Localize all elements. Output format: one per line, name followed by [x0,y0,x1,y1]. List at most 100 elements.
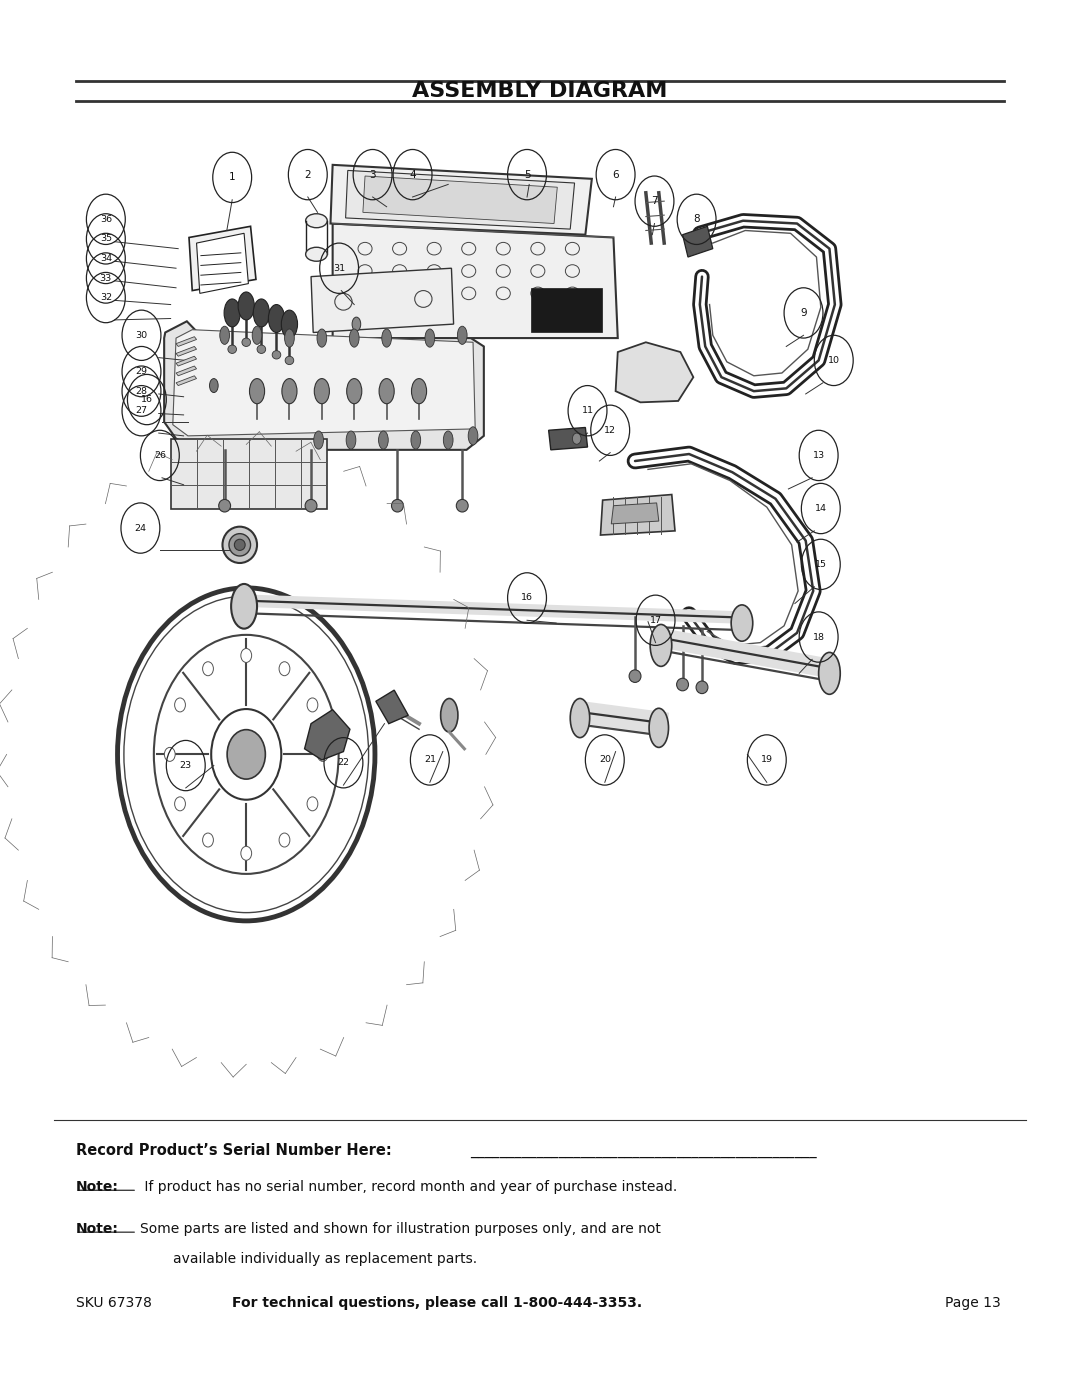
Ellipse shape [228,345,237,353]
Text: 32: 32 [99,293,112,302]
Ellipse shape [234,539,245,550]
Polygon shape [176,376,197,386]
Text: 15: 15 [814,560,827,569]
Ellipse shape [222,527,257,563]
Polygon shape [176,346,197,356]
Polygon shape [197,233,248,293]
Ellipse shape [203,662,214,676]
Ellipse shape [307,698,318,712]
Text: 31: 31 [333,264,346,272]
Ellipse shape [314,379,329,404]
Polygon shape [683,226,713,257]
Ellipse shape [307,796,318,810]
Ellipse shape [242,338,251,346]
Ellipse shape [281,310,298,338]
Ellipse shape [469,427,478,446]
Ellipse shape [229,534,251,556]
Ellipse shape [318,747,328,761]
Ellipse shape [649,708,669,747]
Text: 12: 12 [604,426,617,434]
Ellipse shape [220,327,229,345]
Ellipse shape [118,588,375,921]
Text: For technical questions, please call 1-800-444-3353.: For technical questions, please call 1-8… [232,1296,643,1310]
Ellipse shape [210,379,218,393]
Text: 4: 4 [409,169,416,180]
Ellipse shape [227,729,266,780]
Polygon shape [600,495,675,535]
Bar [171,439,327,509]
Ellipse shape [268,305,285,332]
Ellipse shape [285,356,294,365]
Ellipse shape [272,351,281,359]
Ellipse shape [175,796,186,810]
Text: 34: 34 [99,254,112,263]
Ellipse shape [696,680,708,694]
Ellipse shape [570,698,590,738]
Text: 14: 14 [814,504,827,513]
Ellipse shape [338,214,360,228]
Ellipse shape [346,430,356,450]
Ellipse shape [282,379,297,404]
Text: 6: 6 [612,169,619,180]
Text: 19: 19 [760,756,773,764]
Ellipse shape [338,247,360,261]
Polygon shape [363,176,557,224]
Text: 11: 11 [581,407,594,415]
Polygon shape [330,165,592,235]
Polygon shape [176,337,197,346]
Text: Record Product’s Serial Number Here:: Record Product’s Serial Number Here: [76,1143,391,1158]
Ellipse shape [313,430,324,450]
Ellipse shape [175,698,186,712]
Text: 28: 28 [135,387,148,395]
Text: 7: 7 [651,196,658,207]
Ellipse shape [212,710,281,799]
Ellipse shape [441,698,458,732]
Text: 24: 24 [134,524,147,532]
Text: 33: 33 [99,274,112,282]
Polygon shape [616,342,693,402]
Text: 27: 27 [135,407,148,415]
Ellipse shape [241,648,252,662]
Ellipse shape [629,671,642,683]
Polygon shape [611,503,659,524]
Text: 17: 17 [649,616,662,624]
Polygon shape [173,330,475,436]
Ellipse shape [252,327,261,345]
Text: Note:: Note: [76,1180,119,1194]
Text: 29: 29 [135,367,148,376]
Ellipse shape [203,833,214,847]
Ellipse shape [410,430,421,450]
Text: 5: 5 [524,169,530,180]
Text: 16: 16 [521,594,534,602]
Ellipse shape [819,652,840,694]
Text: 22: 22 [337,759,350,767]
Text: 8: 8 [693,214,700,225]
Ellipse shape [411,379,427,404]
Polygon shape [346,170,575,229]
Text: ASSEMBLY DIAGRAM: ASSEMBLY DIAGRAM [413,81,667,101]
Text: 35: 35 [99,235,112,243]
Text: SKU 67378: SKU 67378 [76,1296,151,1310]
Text: 26: 26 [153,451,166,460]
Text: 2: 2 [305,169,311,180]
Polygon shape [176,366,197,376]
Text: available individually as replacement parts.: available individually as replacement pa… [173,1252,477,1266]
Text: 16: 16 [140,395,153,404]
Ellipse shape [347,379,362,404]
Polygon shape [164,321,484,450]
Ellipse shape [572,433,581,444]
Ellipse shape [378,430,389,450]
Ellipse shape [676,678,689,692]
Polygon shape [333,224,618,338]
Text: 21: 21 [423,756,436,764]
Ellipse shape [318,330,326,348]
Text: 10: 10 [827,356,840,365]
Polygon shape [189,226,256,291]
Ellipse shape [253,299,270,327]
Text: 30: 30 [135,331,148,339]
Text: Note:: Note: [76,1222,119,1236]
Polygon shape [376,690,408,724]
Text: 13: 13 [812,451,825,460]
Ellipse shape [279,833,289,847]
Ellipse shape [443,430,454,450]
